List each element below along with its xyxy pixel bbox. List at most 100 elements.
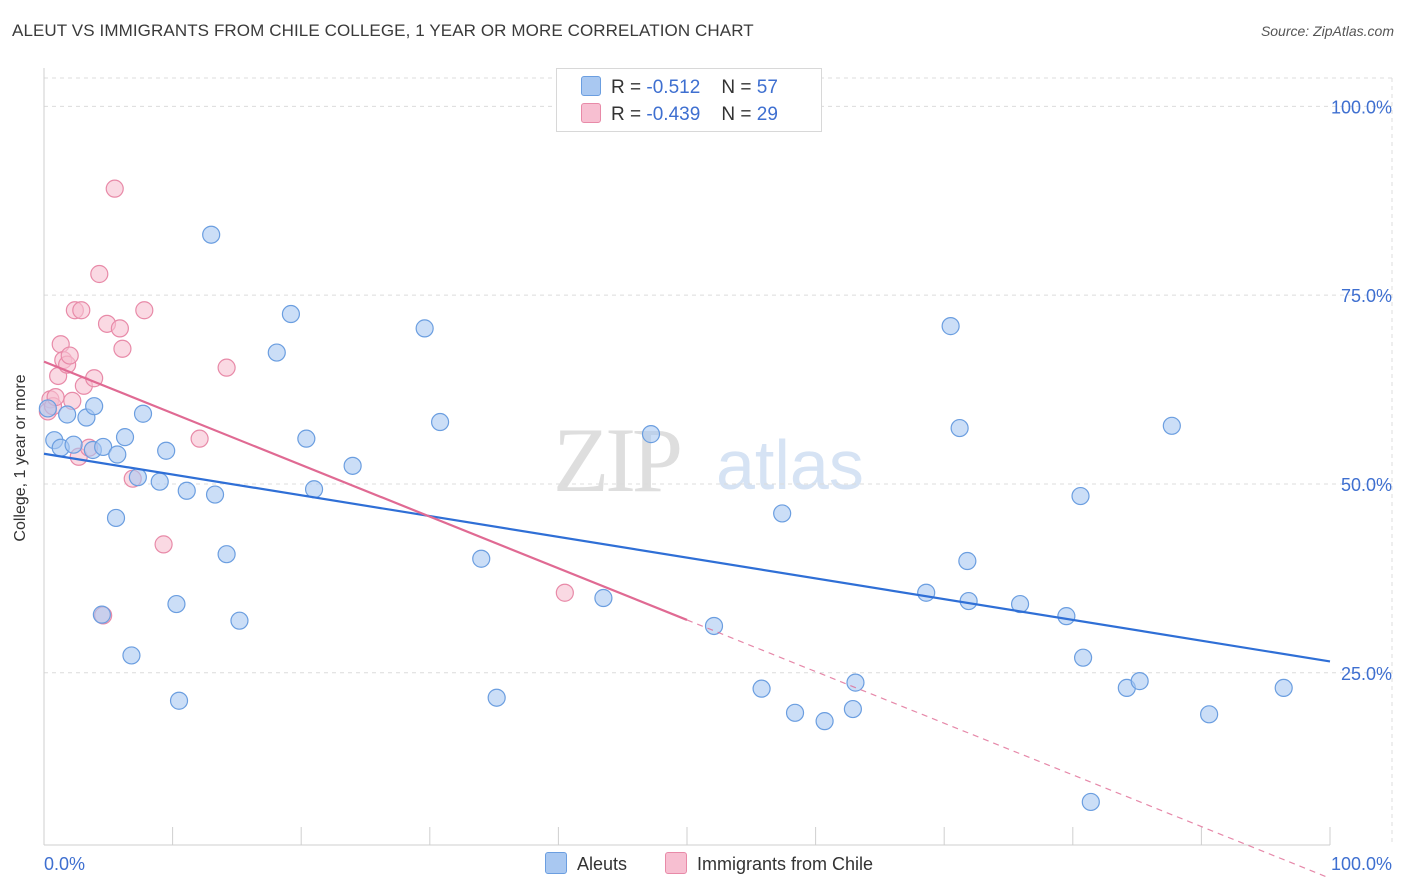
aleut-point — [1073, 648, 1093, 667]
chile-point — [60, 346, 79, 365]
watermark-zip: ZIP — [553, 409, 680, 511]
aleut-point — [157, 441, 176, 460]
aleut-point — [1081, 792, 1100, 812]
aleut-point — [785, 703, 805, 722]
aleut-point — [85, 397, 104, 416]
aleut-point — [92, 605, 111, 624]
legend-label-aleuts: Aleuts — [577, 854, 628, 874]
aleut-point — [58, 405, 77, 424]
aleut-point — [169, 691, 189, 710]
aleut-point — [297, 429, 316, 448]
aleut-point — [641, 425, 661, 444]
legend-n-value-aleuts: 57 — [756, 77, 778, 98]
aleut-point — [177, 481, 196, 500]
zipatlas-watermark: ZIP atlas — [553, 409, 864, 511]
chile-point — [190, 429, 209, 448]
aleut-point — [704, 616, 724, 636]
y-tick-label: 100.0% — [1331, 97, 1392, 117]
aleut-point — [487, 688, 506, 707]
chile-point — [113, 339, 132, 358]
watermark-atlas: atlas — [716, 426, 864, 504]
aleut-point — [815, 712, 834, 731]
aleut-point — [133, 404, 153, 423]
chile-point — [135, 301, 154, 320]
aleut-point — [343, 456, 362, 475]
aleut-point — [108, 445, 127, 464]
legend-r-label: R = — [611, 77, 642, 98]
chile-point — [217, 358, 236, 377]
aleut-point — [150, 472, 169, 491]
series-legend: Aleuts Immigrants from Chile — [0, 852, 1406, 876]
legend-row-chile: R = -0.439 N = 29 — [581, 103, 778, 125]
axes — [43, 68, 1331, 846]
aleut-point — [1057, 607, 1076, 626]
aleut-point — [122, 646, 141, 665]
aleut-point — [843, 699, 862, 719]
correlation-legend: R = -0.512 N = 57 R = -0.439 N = 29 — [556, 68, 822, 132]
y-tick-label: 25.0% — [1341, 664, 1392, 684]
trend-lines — [43, 360, 1331, 879]
legend-r-value-aleuts: -0.512 — [646, 77, 701, 98]
aleut-point — [205, 485, 225, 504]
aleut-point — [267, 343, 286, 362]
chile-point — [110, 319, 129, 338]
aleuts-swatch — [545, 852, 567, 874]
y-tick-label: 75.0% — [1341, 286, 1392, 306]
aleut-point — [752, 679, 771, 698]
aleut-point — [430, 412, 450, 432]
source-credit: Source: ZipAtlas.com — [1260, 23, 1394, 39]
aleut-points — [38, 225, 1293, 812]
aleut-point — [415, 319, 434, 338]
aleut-point — [1010, 594, 1030, 614]
legend-n-label: N = — [721, 77, 752, 98]
x-tick-label-max: 100.0% — [1331, 854, 1392, 874]
aleut-point — [846, 673, 865, 692]
aleut-point — [950, 418, 969, 438]
aleuts-swatch — [581, 76, 601, 96]
chile-points — [38, 179, 574, 625]
chile-point — [555, 583, 574, 602]
chile-trend-extension — [686, 619, 1331, 879]
aleut-point — [773, 504, 792, 523]
legend-r-label: R = — [611, 104, 642, 125]
aleut-point — [917, 583, 936, 602]
aleut-point — [1130, 672, 1149, 691]
aleut-point — [38, 399, 57, 418]
aleut-point — [230, 611, 249, 630]
aleut-trend-line — [43, 452, 1331, 663]
aleut-point — [281, 304, 301, 324]
legend-item-aleuts[interactable]: Aleuts — [545, 852, 627, 875]
chile-point — [90, 264, 109, 284]
legend-row-aleuts: R = -0.512 N = 57 — [581, 76, 778, 98]
legend-n-value-chile: 29 — [756, 104, 778, 125]
legend-item-chile[interactable]: Immigrants from Chile — [665, 852, 873, 875]
aleut-point — [1071, 486, 1090, 506]
aleut-point — [304, 480, 324, 499]
aleut-point — [64, 435, 83, 454]
aleut-point — [472, 549, 491, 568]
aleut-point — [594, 588, 613, 608]
legend-r-value-chile: -0.439 — [646, 104, 701, 125]
chile-swatch — [665, 852, 687, 874]
tick-labels: 25.0% 50.0% 75.0% 100.0% 0.0% 100.0% — [44, 97, 1392, 874]
aleut-point — [958, 551, 977, 571]
aleut-point — [941, 317, 960, 336]
x-tick-label-min: 0.0% — [44, 854, 85, 874]
aleut-point — [1162, 416, 1181, 435]
y-tick-label: 50.0% — [1341, 475, 1392, 495]
aleut-point — [202, 225, 221, 244]
legend-label-chile: Immigrants from Chile — [697, 854, 874, 874]
aleut-point — [115, 428, 135, 447]
chile-point — [105, 179, 124, 198]
chile-swatch — [581, 103, 601, 123]
aleut-point — [128, 468, 147, 487]
aleut-point — [106, 508, 126, 528]
chart-title: ALEUT VS IMMIGRANTS FROM CHILE COLLEGE, … — [12, 21, 754, 40]
chile-point — [154, 535, 173, 554]
aleut-point — [167, 594, 186, 614]
legend-n-label: N = — [721, 104, 752, 125]
chile-point — [72, 301, 91, 320]
aleut-point — [1274, 678, 1293, 697]
chile-trend-line — [43, 360, 688, 621]
